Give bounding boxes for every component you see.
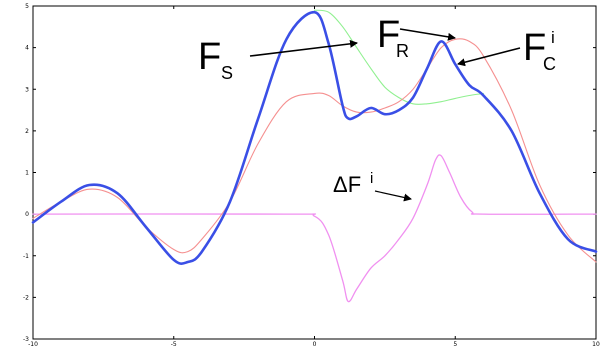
x-tick-label: -10 — [28, 341, 38, 348]
arrow-fs — [249, 39, 358, 57]
series-line-green — [313, 9, 484, 105]
plot-frame — [32, 5, 597, 340]
annotation-fs-main: F — [198, 36, 221, 78]
y-tick-label: 2 — [25, 128, 29, 135]
y-tick-label: 0 — [25, 211, 29, 218]
series-line-red — [32, 38, 597, 263]
x-tick-label: 0 — [313, 341, 317, 348]
y-tick-label: -1 — [23, 253, 29, 260]
arrow-delta-f — [374, 190, 412, 202]
annotation-fc-sup: i — [551, 28, 555, 47]
annotation-fr-sub: R — [396, 41, 409, 61]
annotation-fc-sub: C — [543, 54, 556, 74]
y-tick-label: 3 — [25, 86, 29, 93]
series-line-magenta — [32, 154, 597, 303]
y-tick-label: 5 — [25, 3, 29, 10]
x-tick-label: 5 — [453, 341, 457, 348]
annotation-fs: F S — [198, 36, 233, 83]
annotation-fr-main: F — [377, 14, 400, 56]
annotation-fs-sub: S — [221, 63, 233, 83]
arrow-fc — [457, 47, 521, 67]
x-tick-label: 10 — [592, 341, 600, 348]
annotation-fc-main: F — [523, 27, 546, 69]
arrow-fr — [399, 28, 456, 41]
y-tick-label: -2 — [23, 294, 29, 301]
y-tick-label: -3 — [23, 336, 29, 343]
annotation-fr: F R — [377, 14, 409, 61]
annotation-delta-f: ΔF i — [333, 170, 373, 197]
series-line-blue — [31, 10, 598, 265]
annotation-arrows — [249, 28, 521, 202]
annotation-fc: F C i — [523, 27, 556, 74]
y-tick-label: 4 — [25, 45, 29, 52]
annotation-delta-f-sup: i — [370, 170, 373, 187]
y-tick-label: 1 — [25, 170, 29, 177]
annotation-delta-f-main: ΔF — [333, 172, 361, 197]
x-tick-label: -5 — [171, 341, 177, 348]
series-lines — [31, 9, 598, 303]
